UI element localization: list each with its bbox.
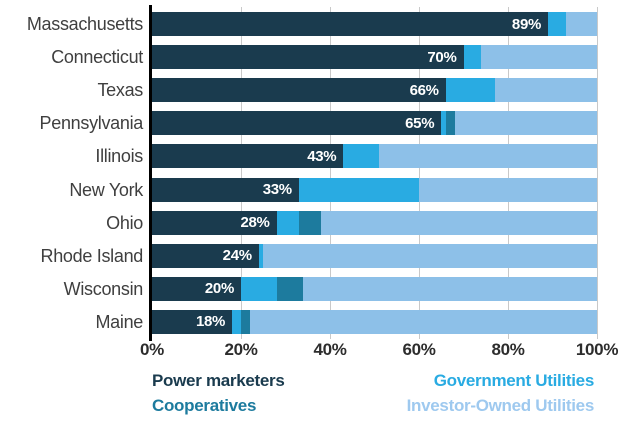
- bar-row: Illinois 43%: [0, 144, 597, 169]
- plot-area: Massachusetts 89% Connecticut 70% Texas 66% Pe…: [0, 5, 598, 341]
- bar-track: 20%: [152, 276, 597, 301]
- x-tick-label: 100%: [575, 340, 619, 359]
- gridline-20: [241, 7, 242, 339]
- bar-segment-investor-owned-utilities: [321, 210, 597, 235]
- bar-segment-cooperatives: [276, 276, 304, 301]
- bar-track: 66%: [152, 78, 597, 103]
- y-axis-line: [149, 5, 152, 341]
- bar-segment-government-utilities: [548, 12, 566, 36]
- legend-left-column: Power marketers Cooperatives: [152, 368, 285, 418]
- bar-value-label: 66%: [409, 81, 439, 99]
- bar-segment-government-utilities: [258, 243, 264, 268]
- bar-row: Ohio 28%: [0, 210, 597, 235]
- state-label: Ohio: [106, 212, 143, 233]
- x-tick-label: 80%: [491, 340, 525, 359]
- bar-track: 70%: [152, 45, 597, 70]
- bar-track: 28%: [152, 210, 597, 235]
- state-label: New York: [69, 179, 143, 200]
- bar-segment-government-utilities: [232, 309, 241, 334]
- gridlines: [152, 7, 598, 339]
- x-tick-label: 20%: [224, 340, 258, 359]
- state-label: Maine: [95, 311, 143, 332]
- bar-value-label: 28%: [240, 214, 270, 232]
- x-axis: 0% 20% 40% 60% 80% 100%: [140, 340, 618, 362]
- bar-segment-investor-owned-utilities: [263, 243, 597, 268]
- bar-segment-investor-owned-utilities: [454, 111, 597, 136]
- bar-track: 43%: [152, 144, 597, 169]
- bar-row: Wisconsin 20%: [0, 276, 597, 301]
- bar-value-label: 18%: [195, 313, 226, 331]
- bar-segment-power-marketers: 20%: [152, 276, 241, 301]
- bar-value-label: 33%: [262, 181, 292, 199]
- bar-segment-cooperatives: [240, 309, 250, 334]
- bar-segment-government-utilities: [343, 144, 379, 169]
- state-label: Pennsylvania: [39, 113, 144, 134]
- bar-segment-government-utilities: [441, 111, 446, 136]
- x-tick-label: 60%: [402, 340, 436, 359]
- bar-segment-investor-owned-utilities: [565, 12, 597, 36]
- legend: Power marketers Cooperatives Government …: [152, 368, 597, 422]
- legend-government-utilities-label: Government Utilities: [433, 371, 595, 390]
- gridline-100: [597, 7, 598, 339]
- bar-value-label: 43%: [307, 147, 337, 165]
- bar-rows: Massachusetts 89% Connecticut 70% Texas 66% Pe…: [0, 12, 597, 334]
- state-label: Texas: [97, 80, 143, 101]
- legend-right-column: Government Utilities Investor-Owned Util…: [406, 368, 595, 418]
- x-tick-label: 40%: [313, 340, 347, 359]
- bar-track: 18%: [152, 309, 597, 334]
- gridline-40: [330, 7, 331, 339]
- bar-segment-government-utilities: [241, 276, 277, 301]
- bar-value-label: 70%: [427, 48, 457, 66]
- bar-segment-power-marketers: 18%: [152, 309, 233, 334]
- bar-segment-power-marketers: 65%: [152, 111, 442, 136]
- bar-track: 65%: [152, 111, 597, 136]
- bar-segment-government-utilities: [463, 45, 482, 70]
- bar-track: 24%: [152, 243, 597, 268]
- legend-power-marketers-label: Power marketers: [152, 371, 285, 390]
- bar-row: Texas 66%: [0, 78, 597, 103]
- bar-value-label: 20%: [204, 280, 234, 298]
- gridline-60: [419, 7, 420, 339]
- bar-segment-power-marketers: 70%: [152, 45, 464, 70]
- bar-row: New York 33%: [0, 177, 597, 202]
- legend-investor-owned-utilities-label: Investor-Owned Utilities: [406, 396, 595, 415]
- bar-segment-investor-owned-utilities: [249, 309, 597, 334]
- bar-segment-investor-owned-utilities: [481, 45, 597, 70]
- bar-segment-power-marketers: 43%: [152, 144, 344, 169]
- state-label: Connecticut: [51, 47, 143, 68]
- bar-segment-investor-owned-utilities: [494, 78, 597, 103]
- bar-segment-power-marketers: 28%: [152, 210, 277, 235]
- legend-cooperatives-label: Cooperatives: [152, 396, 257, 415]
- bar-segment-power-marketers: 33%: [152, 177, 299, 202]
- bar-row: Rhode Island 24%: [0, 243, 597, 268]
- bar-track: 33%: [152, 177, 597, 202]
- bar-segment-cooperatives: [298, 210, 322, 235]
- bar-segment-power-marketers: 89%: [152, 12, 549, 36]
- bar-row: Massachusetts 89%: [0, 12, 597, 36]
- bar-value-label: 65%: [405, 114, 435, 132]
- bar-track: 89%: [152, 12, 597, 36]
- gridline-80: [508, 7, 509, 339]
- state-label: Illinois: [95, 146, 143, 167]
- bar-segment-government-utilities: [445, 78, 495, 103]
- bar-value-label: 89%: [511, 15, 542, 33]
- bar-segment-investor-owned-utilities: [418, 177, 597, 202]
- bar-segment-investor-owned-utilities: [303, 276, 597, 301]
- bar-row: Maine 18%: [0, 309, 597, 334]
- bar-segment-government-utilities: [298, 177, 419, 202]
- state-label: Massachusetts: [26, 14, 143, 34]
- bar-segment-government-utilities: [276, 210, 299, 235]
- bar-segment-power-marketers: 24%: [152, 243, 259, 268]
- state-label: Rhode Island: [40, 245, 144, 266]
- state-label: Wisconsin: [63, 278, 144, 299]
- bar-segment-power-marketers: 66%: [152, 78, 446, 103]
- bar-segment-cooperatives: [445, 111, 455, 136]
- bar-value-label: 24%: [222, 247, 252, 265]
- bar-segment-investor-owned-utilities: [378, 144, 597, 169]
- bar-row: Pennsylvania 65%: [0, 111, 597, 136]
- x-tick-label: 0%: [140, 340, 164, 359]
- bar-row: Connecticut 70%: [0, 45, 597, 70]
